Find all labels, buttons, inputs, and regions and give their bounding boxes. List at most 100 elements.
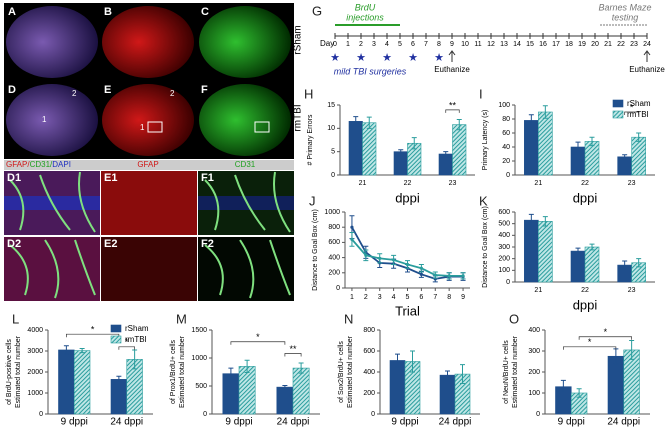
micrograph xyxy=(198,237,294,301)
bar xyxy=(348,121,363,176)
bar xyxy=(452,124,467,176)
error-bar xyxy=(282,384,288,390)
x-tick-label: 24 dppi xyxy=(277,417,310,428)
y-tick-label: 400 xyxy=(328,254,340,261)
surgery-star: ★ xyxy=(382,52,392,64)
roi-label: 2 xyxy=(170,89,175,98)
day-label: Day xyxy=(320,39,334,48)
y-tick-label: 1000 xyxy=(27,390,43,397)
y-tick-label: 80 xyxy=(502,116,510,123)
y-axis-label: Distance to Goal Box (cm) xyxy=(312,209,319,291)
day-number: 0 xyxy=(333,41,337,48)
significance-bracket xyxy=(284,353,302,357)
error-bar xyxy=(445,370,450,380)
point xyxy=(392,258,396,262)
day-number: 20 xyxy=(591,41,599,48)
surgery-star: ★ xyxy=(408,52,418,64)
significance-bracket xyxy=(230,341,286,345)
stain-label: CD31/ xyxy=(30,160,53,169)
error-bar xyxy=(629,340,635,360)
y-tick-label: 15 xyxy=(327,102,335,109)
y-axis-label: of NeuN/BrdU+ cells xyxy=(503,340,510,404)
point xyxy=(364,253,368,257)
day-number: 16 xyxy=(539,41,547,48)
x-tick-label: 22 xyxy=(581,287,589,294)
micrograph xyxy=(101,171,197,235)
y-tick-label: 800 xyxy=(363,327,375,334)
y-tick-label: 0 xyxy=(203,411,207,418)
micrograph xyxy=(4,237,100,301)
y-axis-label: of Prox1/BrdU+ cells xyxy=(170,340,177,404)
x-tick-label: 24 dppi xyxy=(110,417,143,428)
day-number: 19 xyxy=(578,41,586,48)
error-bar xyxy=(79,347,85,354)
bar xyxy=(276,386,294,415)
bar xyxy=(393,151,408,176)
legend-swatch xyxy=(110,335,122,344)
day-number: 11 xyxy=(474,41,481,48)
panel-label: J xyxy=(309,193,316,208)
panel-label: K xyxy=(479,193,488,208)
roi-box xyxy=(147,121,163,133)
error-bar xyxy=(575,141,581,153)
day-number: 12 xyxy=(487,41,495,48)
significance-label: * xyxy=(630,102,634,112)
timeline: G BrdU injections Barnes Maze testing Da… xyxy=(312,2,665,76)
y-tick-label: 200 xyxy=(328,270,340,277)
x-tick-label: 22 xyxy=(404,180,412,187)
y-axis-label: of BrdU-positive cells xyxy=(6,339,13,405)
y-tick-label: 500 xyxy=(195,383,207,390)
brain-image xyxy=(199,84,291,156)
stain-header: GFAP/CD31/DAPI xyxy=(6,160,71,169)
y-tick-label: 300 xyxy=(528,348,540,355)
subpanel-label: E2 xyxy=(104,238,117,250)
error-bar xyxy=(443,151,449,157)
day-number: 8 xyxy=(437,41,441,48)
y-axis-label: Estimated total number xyxy=(179,335,186,408)
bar xyxy=(524,219,539,283)
error-bar xyxy=(410,350,415,373)
legend-swatch xyxy=(110,324,122,333)
bar xyxy=(584,246,600,283)
error-bar xyxy=(228,367,234,380)
y-tick-label: 1500 xyxy=(191,327,207,334)
y-axis-label: of Sox2/BrdU+ cells xyxy=(338,341,345,403)
y-tick-label: 200 xyxy=(498,256,510,263)
panel-label: F xyxy=(201,84,208,96)
error-bar xyxy=(575,247,581,255)
y-tick-label: 400 xyxy=(498,232,510,239)
day-number: 7 xyxy=(424,41,428,48)
bar xyxy=(58,349,75,415)
significance-label: * xyxy=(588,337,592,347)
y-tick-label: 2000 xyxy=(27,369,43,376)
x-tick-label: 7 xyxy=(433,294,437,301)
significance-label: ** xyxy=(289,344,297,354)
brain-image xyxy=(102,84,194,156)
error-bar xyxy=(528,114,534,127)
x-tick-label: 9 dppi xyxy=(225,417,252,428)
day-number: 5 xyxy=(398,41,402,48)
x-tick-label: 2 xyxy=(364,294,368,301)
y-tick-label: 4000 xyxy=(27,327,43,334)
panel-label: E xyxy=(104,84,111,96)
day-number: 23 xyxy=(630,41,638,48)
y-tick-label: 600 xyxy=(328,239,340,246)
legend-swatch xyxy=(612,110,624,119)
y-tick-label: 1000 xyxy=(191,355,207,362)
bar xyxy=(439,374,456,415)
legend-label: rSham xyxy=(627,99,651,108)
legend-label: rSham xyxy=(125,324,149,333)
x-tick-label: 4 xyxy=(392,294,396,301)
roi-label: 1 xyxy=(42,115,47,124)
x-tick-label: 9 dppi xyxy=(391,417,418,428)
y-tick-label: 400 xyxy=(363,369,375,376)
panel-label: I xyxy=(479,86,483,101)
error-bar xyxy=(366,116,372,129)
stain-label: GFAP/ xyxy=(6,160,30,169)
row-label: rSham xyxy=(293,25,304,54)
surgery-star: ★ xyxy=(356,52,366,64)
significance-bracket xyxy=(445,109,460,113)
x-tick-label: 21 xyxy=(534,180,542,187)
day-number: 2 xyxy=(359,41,363,48)
significance-bracket xyxy=(118,346,135,350)
